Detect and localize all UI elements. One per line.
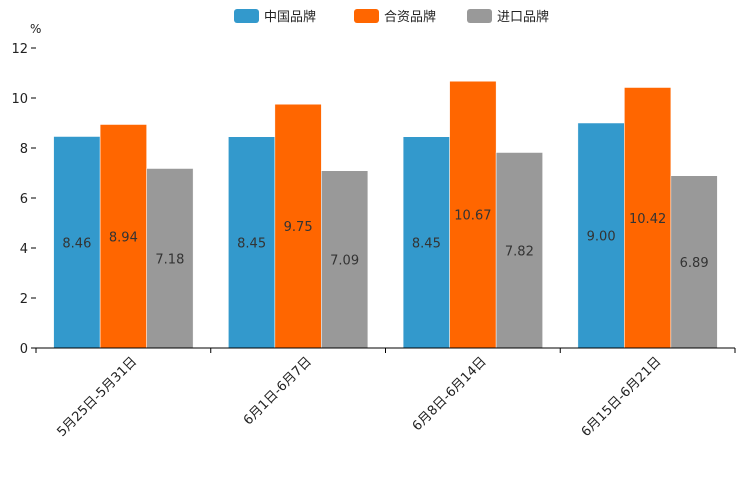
bar [495,152,543,349]
data-label: 8.46 [62,236,91,251]
data-label: 9.00 [587,230,616,245]
legend-label: 合资品牌 [384,9,436,25]
y-tick-label: 0 [20,342,28,357]
data-label: 7.18 [155,252,184,267]
data-label: 10.42 [629,212,666,227]
data-label: 9.75 [284,220,313,235]
bar [99,124,147,349]
data-label: 8.45 [237,236,266,251]
y-tick-label: 12 [11,42,28,57]
bar [228,136,276,349]
bar [449,81,497,349]
x-tick-label: 6月15日-6月21日 [579,354,665,440]
legend-label: 中国品牌 [264,9,316,25]
y-tick-label: 2 [20,292,28,307]
x-axis: 5月25日-5月31日 6月1日-6月7日 6月8日-6月14日 6月15日-6月21… [35,347,736,440]
legend-swatch [234,9,259,23]
y-axis: 0 2 4 6 8 10 12 [11,42,36,357]
x-tick-label: 5月25日-5月31日 [54,354,140,440]
bar [146,168,194,349]
legend: 中国品牌 合资品牌 进口品牌 [234,9,549,25]
y-axis-unit-label: % [30,22,41,36]
y-tick-label: 8 [20,142,28,157]
data-label: 10.67 [454,209,491,224]
y-tick-label: 6 [20,192,28,207]
bars: 8.46 8.94 7.18 8.45 9.75 7.09 8.45 10.67 7.82 9.0… [53,81,718,349]
bar [274,104,322,349]
bar [321,170,369,349]
bar [624,87,672,349]
bar [670,175,718,349]
legend-swatch [467,9,492,23]
bar [402,136,450,349]
legend-swatch [354,9,379,23]
y-tick-label: 10 [11,92,28,107]
data-label: 6.89 [680,256,709,271]
data-label: 7.82 [505,244,534,259]
data-label: 8.94 [109,230,138,245]
x-tick-label: 6月8日-6月14日 [410,354,490,434]
x-tick-label: 6月1日-6月7日 [241,354,315,428]
y-tick-label: 4 [20,242,28,257]
data-label: 7.09 [330,253,359,268]
bar [577,122,625,349]
legend-label: 进口品牌 [497,9,549,25]
data-label: 8.45 [412,236,441,251]
